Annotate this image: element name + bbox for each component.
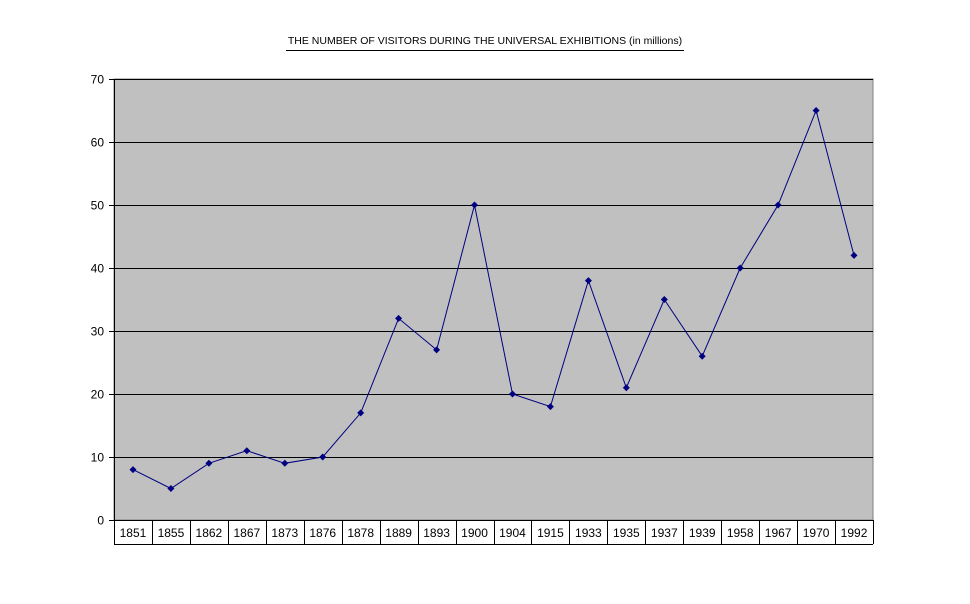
data-point-1904 [509, 390, 516, 398]
series-line-0 [132, 108, 855, 490]
x-tick-label: 1958 [727, 526, 754, 540]
y-tick-label: 20 [91, 388, 105, 402]
data-point-1893 [433, 346, 441, 354]
data-point-1862 [205, 459, 213, 467]
x-tick-label: 1851 [120, 526, 147, 540]
data-point-1876 [319, 453, 327, 461]
x-tick-label: 1862 [196, 526, 223, 540]
y-tick-label: 40 [91, 262, 105, 276]
x-tick-label: 1873 [271, 526, 298, 540]
x-tick-label: 1900 [461, 526, 488, 540]
data-point-1935 [622, 384, 630, 392]
x-tick-label: 1904 [499, 526, 526, 540]
data-point-1867 [243, 447, 251, 455]
x-tick-label: 1855 [158, 526, 185, 540]
x-tick-label: 1939 [689, 526, 716, 540]
x-tick-label: 1937 [651, 526, 678, 540]
x-tick-label: 1935 [613, 526, 640, 540]
x-tick-label: 1915 [537, 526, 564, 540]
x-tick-label: 1889 [385, 526, 412, 540]
data-point-1855 [167, 485, 175, 492]
y-tick-label: 70 [91, 73, 105, 87]
data-point-1958 [736, 264, 744, 272]
data-point-1970 [812, 107, 820, 114]
data-point-1967 [774, 201, 782, 209]
x-tick-label: 1970 [803, 526, 830, 540]
data-point-1878 [357, 409, 365, 417]
data-point-1937 [660, 296, 668, 303]
y-tick-label: 50 [91, 199, 105, 213]
y-tick-label: 0 [97, 514, 104, 528]
x-tick-label: 1933 [575, 526, 602, 540]
y-tick-label: 10 [91, 451, 105, 465]
x-tick-label: 1876 [309, 526, 336, 540]
x-tick-label: 1967 [765, 526, 792, 540]
data-point-1939 [698, 352, 706, 360]
data-point-1889 [395, 314, 403, 322]
data-point-1915 [546, 403, 554, 411]
data-point-1992 [850, 251, 858, 259]
y-tick-label: 60 [91, 136, 105, 150]
chart-title: THE NUMBER OF VISITORS DURING THE UNIVER… [285, 35, 685, 51]
data-point-1851 [129, 466, 137, 474]
x-tick-label: 1992 [841, 526, 868, 540]
x-tick-label: 1893 [423, 526, 450, 540]
chart-title-wrap: THE NUMBER OF VISITORS DURING THE UNIVER… [0, 35, 970, 51]
x-tick-label: 1878 [347, 526, 374, 540]
data-point-1873 [281, 459, 289, 467]
x-tick-label: 1867 [233, 526, 260, 540]
data-point-1900 [471, 201, 478, 209]
y-tick-label: 30 [91, 325, 105, 339]
data-point-1933 [584, 277, 592, 285]
